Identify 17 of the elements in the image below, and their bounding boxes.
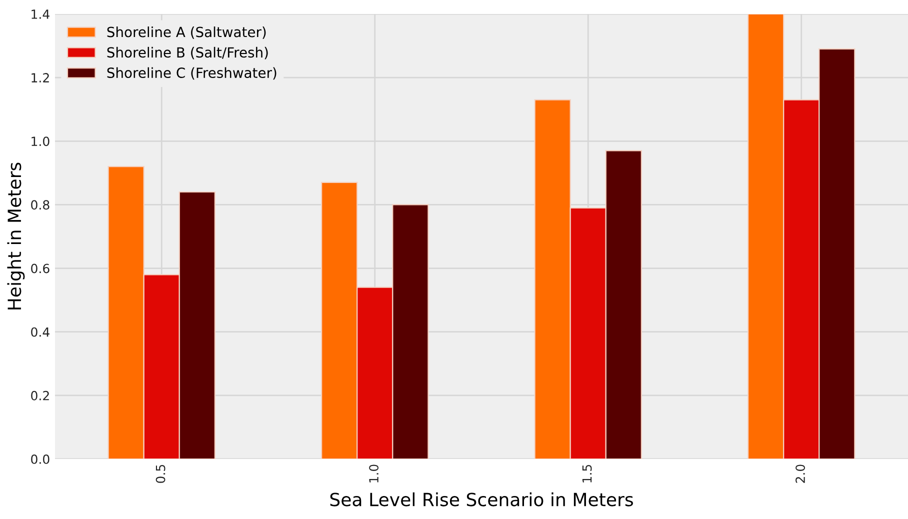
y-tick-label: 0.8 [31,200,50,210]
legend-label: Shoreline A (Saltwater) [107,26,266,39]
y-tick-label: 0.4 [31,327,50,337]
y-tick-label: 0.2 [31,390,49,400]
y-axis-title: Height in Meters [7,162,25,310]
y-tick-label: 0.0 [31,454,50,464]
x-tick-label: 1.5 [582,464,592,482]
x-axis-title: Sea Level Rise Scenario in Meters [330,492,633,506]
y-tick-label: 1.4 [32,10,50,19]
legend-label: Shoreline B (Salt/Fresh) [107,46,268,60]
y-tick-label: 0.6 [31,264,50,274]
y-tick-label: 1.0 [32,136,50,146]
y-tick-label: 1.2 [32,73,49,82]
x-tick-label: 0.5 [156,464,166,483]
x-tick-label: 2.0 [796,464,805,483]
legend-label: Shoreline C (Freshwater) [107,67,276,80]
x-tick-label: 1.0 [369,464,378,482]
